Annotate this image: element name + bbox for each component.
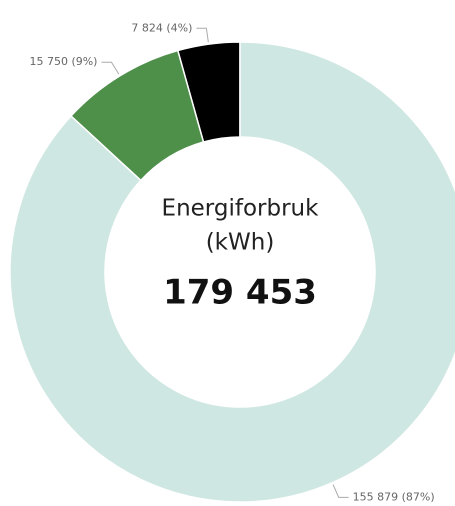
center-title: Energiforbruk bbox=[162, 196, 320, 222]
data-label: 7 824 (4%) bbox=[131, 21, 192, 34]
center-title: (kWh) bbox=[206, 230, 275, 256]
leader-line bbox=[332, 484, 349, 498]
donut-slice bbox=[9, 41, 455, 503]
leader-line bbox=[101, 61, 120, 75]
leader-line bbox=[196, 27, 209, 43]
data-label: 155 879 (87%) bbox=[353, 490, 435, 503]
center-total: 179 453 bbox=[163, 273, 317, 313]
donut-slice bbox=[69, 49, 205, 182]
data-label: 15 750 (9%) bbox=[29, 55, 97, 68]
